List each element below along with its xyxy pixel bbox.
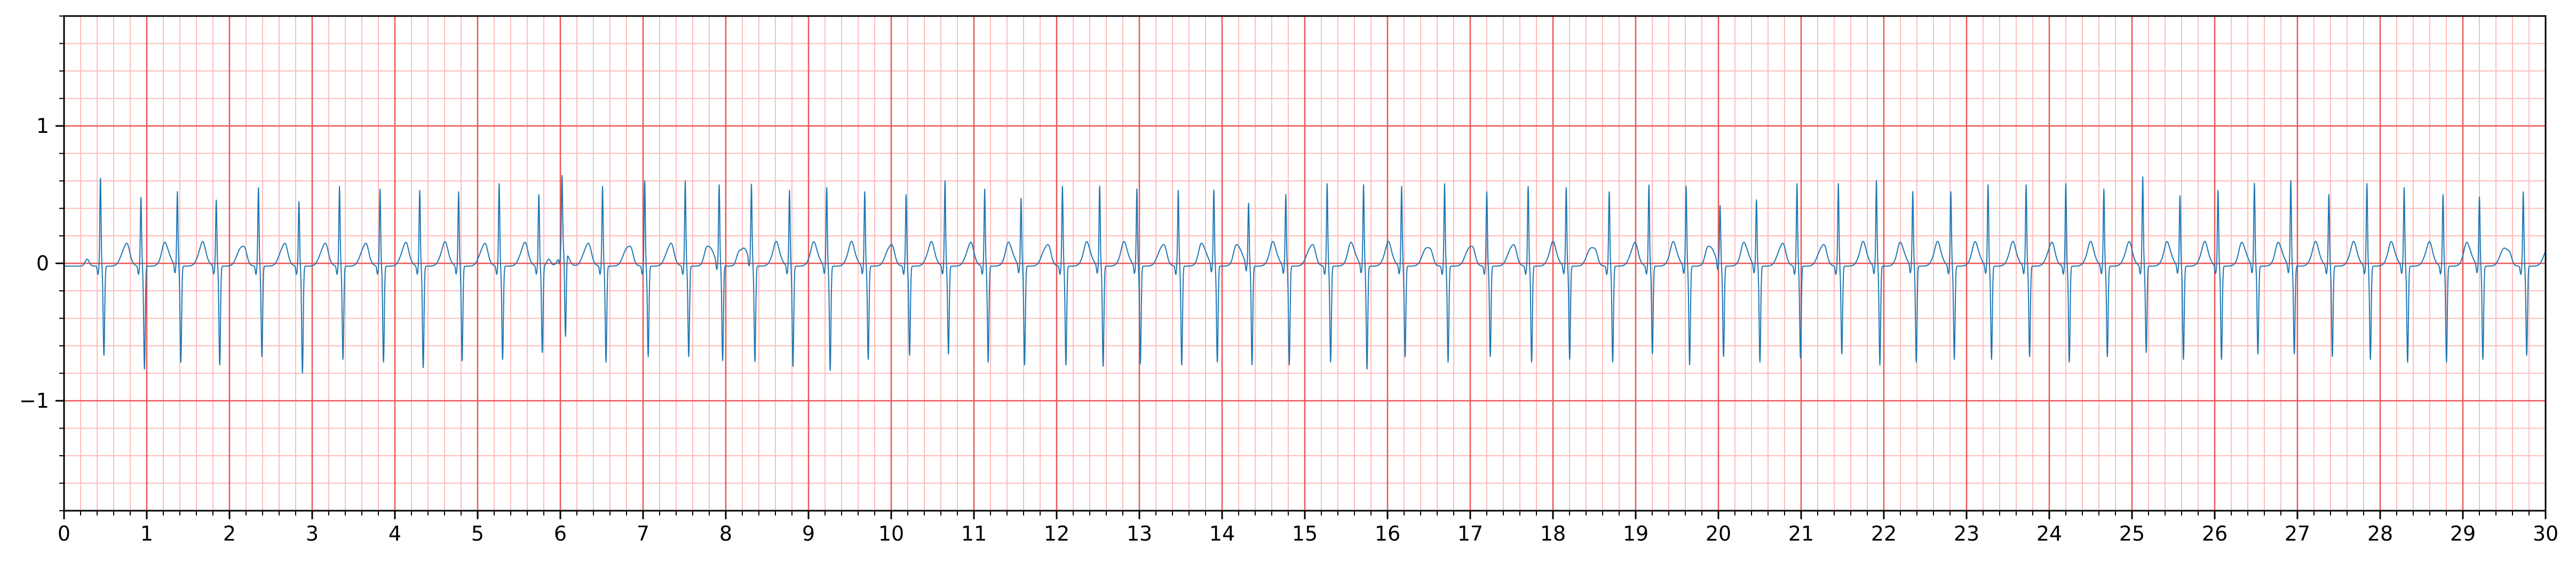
y-tick-label: −1 xyxy=(19,389,49,413)
x-tick-label: 9 xyxy=(802,522,815,545)
x-tick-label: 5 xyxy=(471,522,484,545)
x-tick-label: 15 xyxy=(1292,522,1318,545)
x-tick-label: 14 xyxy=(1209,522,1235,545)
x-tick-label: 4 xyxy=(389,522,401,545)
x-tick-label: 12 xyxy=(1044,522,1069,545)
major-grid xyxy=(63,16,2547,511)
x-tick-label: 10 xyxy=(878,522,904,545)
x-tick-label: 0 xyxy=(58,522,70,545)
x-tick-label: 17 xyxy=(1457,522,1483,545)
x-tick-label: 30 xyxy=(2533,522,2558,545)
x-tick-label: 20 xyxy=(1706,522,1731,545)
y-tick-labels: 1 0 −1 xyxy=(19,114,49,413)
x-tick-label: 29 xyxy=(2450,522,2476,545)
x-tick-label: 24 xyxy=(2036,522,2062,545)
x-tick-label: 8 xyxy=(719,522,732,545)
x-tick-label: 28 xyxy=(2367,522,2393,545)
y-tick-label: 1 xyxy=(36,114,49,138)
x-tick-label: 11 xyxy=(961,522,987,545)
x-tick-label: 22 xyxy=(1871,522,1897,545)
ecg-line xyxy=(64,175,2546,374)
x-tick-label: 19 xyxy=(1623,522,1648,545)
y-tick-label: 0 xyxy=(36,252,49,275)
x-tick-label: 7 xyxy=(637,522,649,545)
x-tick-label: 23 xyxy=(1954,522,1979,545)
x-tick-label: 13 xyxy=(1127,522,1152,545)
x-tick-label: 1 xyxy=(140,522,153,545)
x-tick-label: 25 xyxy=(2119,522,2145,545)
x-tick-label: 6 xyxy=(554,522,567,545)
x-tick-label: 21 xyxy=(1788,522,1814,545)
x-tick-label: 16 xyxy=(1375,522,1400,545)
x-tick-label: 2 xyxy=(223,522,236,545)
ecg-trace xyxy=(64,175,2546,374)
x-tick-label: 26 xyxy=(2202,522,2228,545)
plot-frame xyxy=(63,15,2547,512)
x-tick-labels: 0 1 2 3 4 5 6 7 8 9 10 11 12 13 14 15 16 17 18 19 20 21 22 23 24… xyxy=(58,522,2558,545)
x-tick-label: 18 xyxy=(1540,522,1566,545)
x-tick-label: 27 xyxy=(2285,522,2310,545)
x-tick-label: 3 xyxy=(306,522,319,545)
